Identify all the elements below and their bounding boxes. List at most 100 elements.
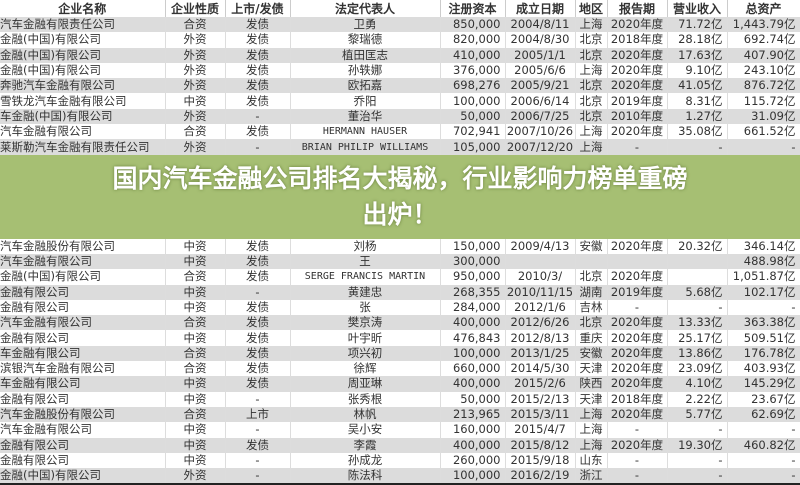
table-cell: 363.38亿: [727, 315, 800, 331]
table-cell: -: [225, 139, 291, 155]
table-cell: 71.72亿: [667, 17, 728, 33]
table-cell: 100,000: [440, 345, 506, 362]
table-cell: 重庆: [575, 330, 608, 346]
table-cell: 31.09亿: [727, 108, 800, 125]
table-cell: 2005/6/6: [505, 62, 576, 79]
table-row: 雪铁龙汽车金融有限公司 中资 发债 乔阳 100,000 2006/6/14 北京 2019年…: [0, 93, 800, 109]
table-cell: 发债: [225, 315, 291, 331]
table-cell: 林帆: [290, 406, 441, 423]
table-cell: 安徽: [575, 345, 608, 362]
table-row: 汽车金融有限公司 合资 发债 HERMANN HAUSER 702,941 2007/10…: [0, 124, 800, 140]
column-header: 地区: [575, 0, 608, 17]
table-cell: 外资: [165, 468, 226, 484]
table-cell: 叶宇昕: [290, 330, 441, 346]
title-banner-cell: 国内汽车金融公司排名大揭秘，行业影响力榜单重磅 出炉！: [0, 154, 800, 239]
table-cell: 2015/9/18: [505, 452, 576, 469]
table-cell: 243.10亿: [727, 62, 800, 79]
table-cell: 407.90亿: [727, 47, 800, 63]
table-cell: 金融有限公司: [0, 284, 166, 300]
table-cell: 合资: [165, 269, 226, 285]
table-row: 金融有限公司 中资 - 孙成龙 260,000 2015/9/18 山东 - - -: [0, 452, 800, 469]
table-cell: 2020年度: [607, 269, 668, 285]
table-row: 汽车金融有限公司 中资 发债王 300,000 488.98亿: [0, 253, 800, 270]
table-cell: 2012/1/6: [505, 299, 576, 316]
table-cell: 陈法科: [290, 468, 441, 484]
table-cell: -: [607, 422, 668, 438]
table-cell: 董治华: [290, 108, 441, 125]
table-cell: 中资: [165, 376, 226, 392]
table-cell: 661.52亿: [727, 124, 800, 140]
table-cell: 284,000: [440, 299, 506, 316]
table-cell: 莱斯勒汽车金融有限责任公司: [0, 139, 166, 155]
table-cell: 476,843: [440, 330, 506, 346]
table-cell: 2020年度: [607, 330, 668, 346]
column-header: 法定代表人: [290, 0, 441, 17]
table-cell: 发债: [225, 62, 291, 79]
table-cell: 17.63亿: [667, 47, 728, 63]
table-cell: 金融(中国)有限公司: [0, 32, 166, 48]
table-cell: HERMANN HAUSER: [290, 124, 441, 140]
table-cell: 金融(中国)有限公司: [0, 269, 166, 285]
table-cell: 金融(中国)有限公司: [0, 47, 166, 63]
table-cell: 陕西: [575, 376, 608, 392]
table-cell: 车金融有限公司: [0, 376, 166, 392]
table-cell: 合资: [165, 361, 226, 377]
table-cell: 2019年度: [607, 93, 668, 109]
table-cell: 2016/2/19: [505, 468, 576, 484]
table-cell: 乔阳: [290, 93, 441, 109]
table-cell: 上海: [575, 62, 608, 79]
table-cell: [575, 253, 608, 270]
table-cell: 外资: [165, 47, 226, 63]
table-cell: 金融有限公司: [0, 437, 166, 453]
table-cell: 2013/1/25: [505, 345, 576, 362]
table-cell: 黄建忠: [290, 284, 441, 300]
table-cell: 2020年度: [607, 437, 668, 453]
table-cell: 发债: [225, 47, 291, 63]
table-cell: 213,965: [440, 406, 506, 423]
table-cell: 145.29亿: [727, 376, 800, 392]
table-cell: 孙成龙: [290, 452, 441, 469]
table-cell: 张: [290, 299, 441, 316]
table-cell: -: [607, 468, 668, 484]
table-cell: 2010年度: [607, 108, 668, 125]
table-cell: 35.08亿: [667, 124, 728, 140]
column-header: 企业性质: [165, 0, 226, 17]
table-cell: 张秀根: [290, 391, 441, 407]
table-cell: 50,000: [440, 108, 506, 125]
table-cell: 外资: [165, 108, 226, 125]
table-cell: 376,000: [440, 62, 506, 79]
table-cell: 安徽: [575, 238, 608, 254]
table-cell: -: [667, 452, 728, 469]
table-cell: 698,276: [440, 78, 506, 94]
title-banner: 国内汽车金融公司排名大揭秘，行业影响力榜单重磅 出炉！: [0, 154, 800, 239]
table-cell: 2020年度: [607, 124, 668, 140]
table-row: 金融(中国)有限公司 合资 发债 SERGE FRANCIS MARTIN 950,00…: [0, 269, 800, 285]
table-cell: 北京: [575, 269, 608, 285]
table-cell: 天津: [575, 361, 608, 377]
table-cell: 2020年度: [607, 361, 668, 377]
table-cell: 105,000: [440, 139, 506, 155]
table-row: 金融有限公司 中资 - 黄建忠 268,355 2010/11/15 湖南 2019年度 5.6…: [0, 284, 800, 300]
table-cell: 2015/8/12: [505, 437, 576, 453]
table-row: 车金融有限公司 合资 发债 项兴初 100,000 2013/1/25 安徽 2020年度 13…: [0, 345, 800, 362]
table-cell: 中资: [165, 238, 226, 254]
table-cell: 2010/3/: [505, 269, 576, 285]
table-cell: 23.67亿: [727, 391, 800, 407]
table-cell: 1,443.79亿: [727, 17, 800, 33]
table-cell: 上海: [575, 422, 608, 438]
table-cell: 260,000: [440, 452, 506, 469]
table-cell: 115.72亿: [727, 93, 800, 109]
table-cell: 403.93亿: [727, 361, 800, 377]
table-cell: 合资: [165, 406, 226, 423]
article-title: 国内汽车金融公司排名大揭秘，行业影响力榜单重磅 出炉！: [0, 161, 800, 233]
table-cell: 102.17亿: [727, 284, 800, 300]
table-cell: 1.27亿: [667, 108, 728, 125]
table-cell: 2015/3/11: [505, 406, 576, 423]
table-cell: 中资: [165, 299, 226, 316]
table-cell: 外资: [165, 78, 226, 94]
table-cell: 金融有限公司: [0, 330, 166, 346]
table-cell: -: [727, 452, 800, 469]
table-cell: 2004/8/11: [505, 17, 576, 33]
table-cell: 400,000: [440, 437, 506, 453]
table-cell: 2019年度: [607, 284, 668, 300]
